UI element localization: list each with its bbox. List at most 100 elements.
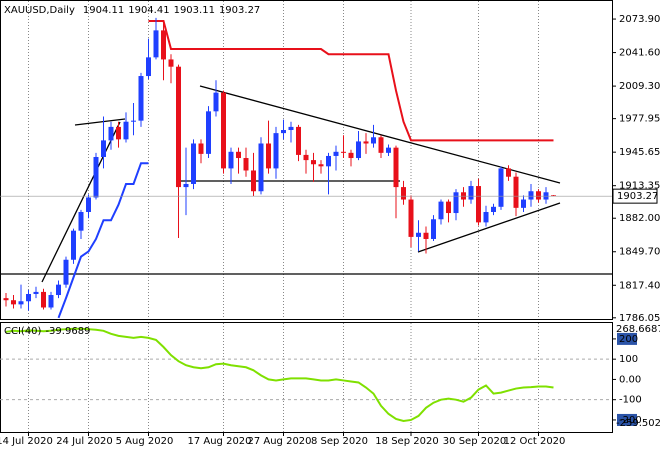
- candle-body: [3, 298, 9, 301]
- candle-body: [266, 143, 271, 169]
- candle-body: [191, 143, 196, 184]
- x-tick-label: 24 Jul 2020: [56, 436, 113, 447]
- candle-body: [468, 186, 474, 200]
- candle-body: [446, 201, 451, 214]
- y-tick-label: 100: [619, 354, 638, 365]
- candle-body: [41, 291, 46, 308]
- candle-body: [206, 111, 211, 154]
- x-tick-label: 18 Sep 2020: [375, 436, 438, 447]
- candle-body: [341, 151, 346, 153]
- candle-body: [551, 195, 556, 197]
- candle-body: [153, 30, 159, 58]
- candle-body: [491, 206, 496, 212]
- y-tick-label: 1913.35: [619, 181, 660, 192]
- x-tick-label: 5 Aug 2020: [116, 436, 174, 447]
- candle-body: [176, 66, 181, 188]
- candle-body: [71, 230, 76, 260]
- candle-body: [48, 295, 54, 308]
- cci-value: -39.9689: [45, 326, 90, 337]
- candle-body: [416, 232, 421, 237]
- y-limit-label: 268.6687: [616, 324, 660, 335]
- candle-body: [63, 259, 69, 285]
- candle-body: [93, 156, 99, 198]
- candle-body: [318, 164, 324, 167]
- main-frame: [0, 0, 613, 320]
- level-box: [617, 413, 637, 426]
- candle-body: [431, 219, 436, 239]
- chart-header: XAUUSD,Daily 1904.11 1904.41 1903.11 1903.27: [4, 5, 260, 16]
- candle-body: [348, 152, 354, 159]
- candle-body: [296, 126, 301, 155]
- trendline: [417, 202, 561, 253]
- y-tick-label: 1977.95: [619, 114, 660, 125]
- x-tick-label: 27 Aug 2020: [247, 436, 311, 447]
- candle-body: [258, 143, 264, 192]
- candle-body: [213, 92, 219, 112]
- y-tick-label: 1945.65: [619, 147, 660, 158]
- candle-body: [273, 133, 279, 169]
- candle-body: [221, 92, 226, 169]
- x-tick-label: 14 Jul 2020: [0, 436, 53, 447]
- candle-body: [386, 147, 391, 153]
- indicator-line: [148, 20, 554, 142]
- candle-body: [116, 126, 121, 140]
- y-tick-label: 1882.00: [619, 213, 660, 224]
- y-tick-label: 200: [619, 334, 638, 345]
- cci-frame: [0, 322, 613, 433]
- trendline: [199, 85, 561, 184]
- candle-body: [326, 155, 331, 167]
- candle-body: [108, 126, 114, 141]
- candle-body: [146, 57, 151, 77]
- candle-body: [131, 120, 136, 122]
- candle-body: [498, 168, 504, 207]
- candle-body: [168, 59, 174, 67]
- low-value: 1903.11: [174, 5, 215, 16]
- candle-body: [11, 300, 16, 305]
- open-value: 1904.11: [83, 5, 124, 16]
- candle-body: [311, 160, 316, 165]
- candle-body: [33, 291, 39, 294]
- candle-body: [506, 168, 511, 177]
- x-tick-label: 30 Sep 2020: [443, 436, 506, 447]
- y-tick-label: 1849.70: [619, 247, 660, 258]
- y-tick-label: -100: [619, 395, 642, 406]
- candle-body: [236, 151, 241, 159]
- symbol: XAUUSD,Daily: [4, 5, 75, 16]
- cci-title: CCI(40): [4, 326, 42, 337]
- y-tick-label: 2009.30: [619, 81, 660, 92]
- y-tick-label: -200: [619, 415, 642, 426]
- price-label: 1903.27: [617, 191, 658, 202]
- candle-body: [303, 154, 309, 161]
- trendlines: [0, 85, 612, 283]
- level-box: [617, 332, 637, 345]
- y-tick-label: 0.00: [619, 374, 641, 385]
- candle-body: [251, 170, 256, 192]
- y-tick-label: 1786.05: [619, 313, 660, 324]
- candle-body: [56, 284, 61, 296]
- candle-body: [198, 143, 204, 154]
- trendline: [41, 121, 121, 283]
- high-value: 1904.41: [128, 5, 169, 16]
- close-value: 1903.27: [219, 5, 260, 16]
- y-tick-label: 2073.90: [619, 14, 660, 25]
- candle-body: [161, 30, 166, 60]
- x-tick-label: 17 Aug 2020: [187, 436, 251, 447]
- x-tick-label: 8 Sep 2020: [311, 436, 368, 447]
- indicator-line: [57, 162, 149, 319]
- candle-body: [378, 137, 384, 153]
- candle-body: [363, 141, 369, 144]
- candle-body: [26, 293, 31, 302]
- candle-body: [123, 121, 129, 140]
- candle-body: [183, 183, 189, 188]
- candle-body: [78, 211, 84, 231]
- candle-body: [356, 141, 361, 159]
- candle-body: [438, 201, 444, 220]
- candle-body: [401, 187, 406, 200]
- trendline: [74, 118, 126, 126]
- candle-body: [513, 176, 519, 208]
- candle-body: [288, 126, 294, 131]
- candle-body: [228, 151, 234, 169]
- y-tick-label: 2041.60: [619, 48, 660, 59]
